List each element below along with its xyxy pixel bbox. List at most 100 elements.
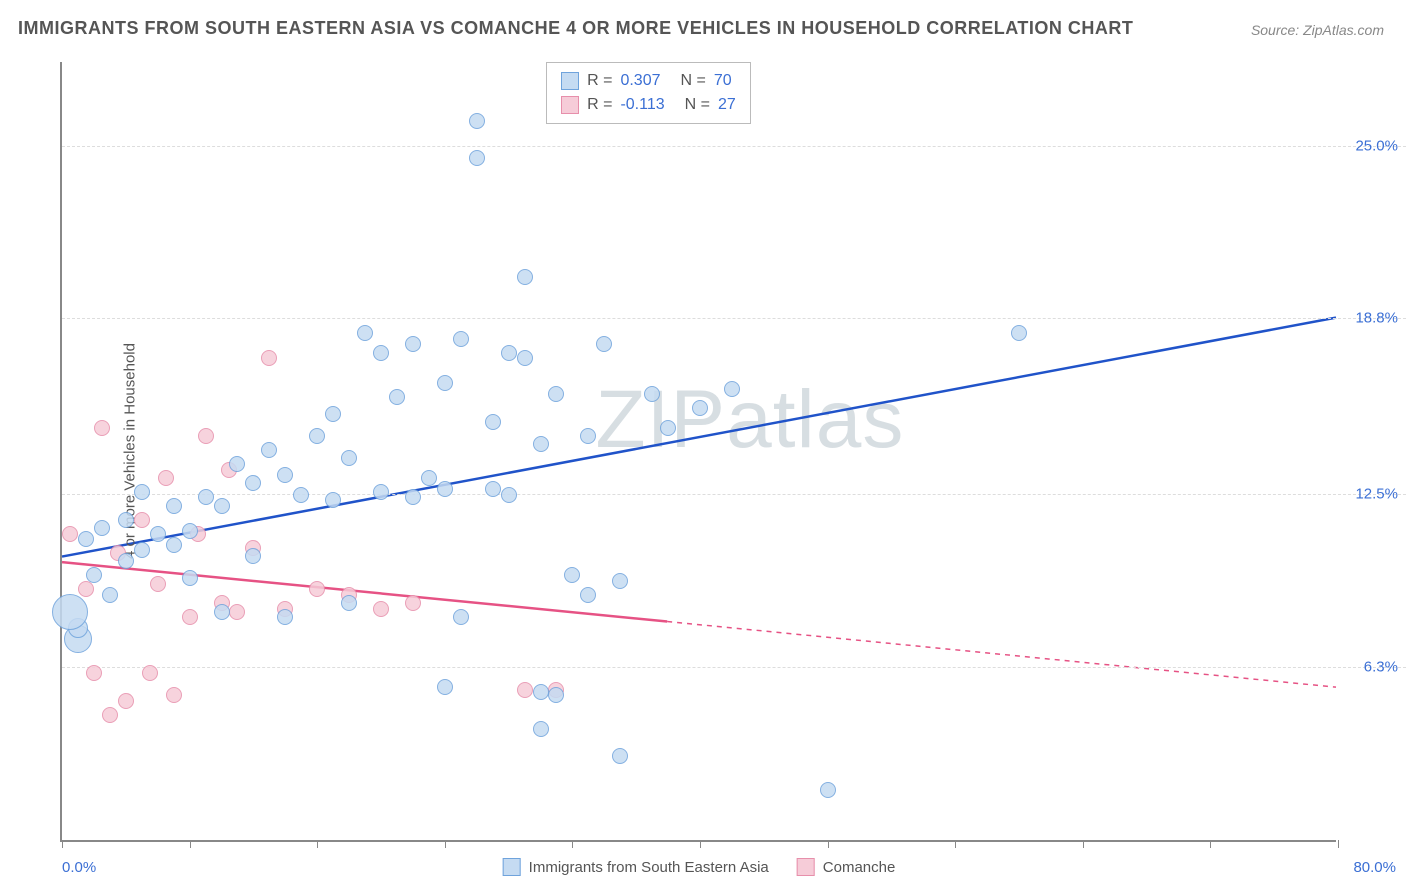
bottom-legend: Immigrants from South Eastern Asia Comanc… xyxy=(503,858,896,876)
data-point xyxy=(214,604,230,620)
plot-area: ZIPatlas 4 or more Vehicles in Household… xyxy=(60,62,1336,842)
legend-item: Comanche xyxy=(797,858,896,876)
data-point xyxy=(612,748,628,764)
stat-n-value: 27 xyxy=(718,93,736,117)
data-point xyxy=(86,567,102,583)
x-tick xyxy=(1083,840,1084,848)
legend-item: Immigrants from South Eastern Asia xyxy=(503,858,769,876)
data-point xyxy=(548,687,564,703)
grid-line xyxy=(62,318,1406,319)
stats-row: R =0.307N =70 xyxy=(561,69,736,93)
data-point xyxy=(580,587,596,603)
data-point xyxy=(78,531,94,547)
stats-legend-box: R =0.307N =70R =-0.113N =27 xyxy=(546,62,751,124)
data-point xyxy=(564,567,580,583)
data-point xyxy=(469,113,485,129)
chart-title: IMMIGRANTS FROM SOUTH EASTERN ASIA VS CO… xyxy=(18,18,1133,39)
data-point xyxy=(724,381,740,397)
data-point xyxy=(1011,325,1027,341)
data-point xyxy=(548,386,564,402)
data-point xyxy=(134,542,150,558)
data-point xyxy=(660,420,676,436)
data-point xyxy=(437,481,453,497)
y-tick-label: 6.3% xyxy=(1364,658,1398,675)
stats-row: R =-0.113N =27 xyxy=(561,93,736,117)
legend-swatch xyxy=(561,72,579,90)
data-point xyxy=(52,594,88,630)
x-tick xyxy=(955,840,956,848)
grid-line xyxy=(62,667,1406,668)
stat-n-label: N = xyxy=(685,93,710,117)
x-tick xyxy=(572,840,573,848)
data-point xyxy=(373,484,389,500)
data-point xyxy=(134,484,150,500)
chart-container: IMMIGRANTS FROM SOUTH EASTERN ASIA VS CO… xyxy=(0,0,1406,892)
data-point xyxy=(293,487,309,503)
data-point xyxy=(182,609,198,625)
data-point xyxy=(501,345,517,361)
data-point xyxy=(198,489,214,505)
grid-line xyxy=(62,146,1406,147)
data-point xyxy=(309,581,325,597)
data-point xyxy=(261,442,277,458)
data-point xyxy=(596,336,612,352)
data-point xyxy=(533,436,549,452)
data-point xyxy=(517,269,533,285)
data-point xyxy=(166,498,182,514)
data-point xyxy=(405,595,421,611)
data-point xyxy=(214,498,230,514)
data-point xyxy=(166,687,182,703)
y-tick-label: 25.0% xyxy=(1355,137,1398,154)
data-point xyxy=(245,548,261,564)
data-point xyxy=(612,573,628,589)
data-point xyxy=(118,553,134,569)
data-point xyxy=(357,325,373,341)
data-point xyxy=(341,450,357,466)
data-point xyxy=(150,576,166,592)
data-point xyxy=(142,665,158,681)
data-point xyxy=(453,609,469,625)
data-point xyxy=(261,350,277,366)
trend-line-dashed xyxy=(667,622,1336,688)
data-point xyxy=(277,467,293,483)
data-point xyxy=(485,481,501,497)
x-tick xyxy=(317,840,318,848)
data-point xyxy=(245,475,261,491)
legend-swatch xyxy=(797,858,815,876)
data-point xyxy=(437,375,453,391)
data-point xyxy=(309,428,325,444)
grid-line xyxy=(62,494,1406,495)
x-tick xyxy=(62,840,63,848)
x-tick xyxy=(190,840,191,848)
x-min-label: 0.0% xyxy=(62,859,96,876)
data-point xyxy=(533,721,549,737)
data-point xyxy=(158,470,174,486)
data-point xyxy=(405,489,421,505)
data-point xyxy=(469,150,485,166)
data-point xyxy=(198,428,214,444)
data-point xyxy=(517,350,533,366)
source-label: Source: ZipAtlas.com xyxy=(1251,22,1384,38)
data-point xyxy=(421,470,437,486)
data-point xyxy=(389,389,405,405)
legend-swatch xyxy=(561,96,579,114)
data-point xyxy=(94,520,110,536)
data-point xyxy=(453,331,469,347)
x-max-label: 80.0% xyxy=(1353,859,1396,876)
data-point xyxy=(118,512,134,528)
data-point xyxy=(820,782,836,798)
stat-n-label: N = xyxy=(681,69,706,93)
trend-line-solid xyxy=(62,318,1336,557)
data-point xyxy=(150,526,166,542)
data-point xyxy=(229,604,245,620)
x-tick xyxy=(1210,840,1211,848)
data-point xyxy=(533,684,549,700)
data-point xyxy=(437,679,453,695)
data-point xyxy=(102,587,118,603)
legend-swatch xyxy=(503,858,521,876)
x-tick xyxy=(828,840,829,848)
data-point xyxy=(325,406,341,422)
data-point xyxy=(644,386,660,402)
x-tick xyxy=(445,840,446,848)
data-point xyxy=(485,414,501,430)
